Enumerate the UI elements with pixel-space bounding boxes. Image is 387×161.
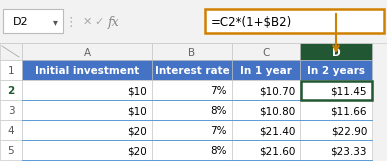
Text: $21.40: $21.40	[259, 126, 295, 136]
Bar	[0, 120, 22, 140]
Text: D2: D2	[13, 17, 29, 27]
Text: ▾: ▾	[53, 17, 57, 27]
Bar	[0, 0, 387, 43]
Bar	[22, 60, 152, 80]
Bar	[0, 140, 22, 160]
Bar	[0, 43, 22, 60]
Bar	[205, 9, 384, 33]
Bar	[3, 9, 63, 33]
Bar	[232, 80, 300, 100]
Text: ✓: ✓	[94, 17, 104, 27]
Bar	[152, 120, 232, 140]
Text: $23.33: $23.33	[330, 146, 367, 156]
Bar	[152, 80, 232, 100]
Text: 7%: 7%	[211, 126, 227, 136]
Text: In 1 year: In 1 year	[240, 66, 292, 76]
Bar	[152, 43, 232, 60]
Bar	[300, 80, 372, 100]
Text: C: C	[262, 47, 270, 57]
Bar	[300, 140, 372, 160]
Text: ✕: ✕	[82, 17, 92, 27]
Text: D: D	[332, 47, 340, 57]
Text: $20: $20	[127, 126, 147, 136]
Text: $10.70: $10.70	[259, 86, 295, 96]
Text: 8%: 8%	[211, 106, 227, 116]
Bar	[232, 100, 300, 120]
Bar	[152, 100, 232, 120]
Text: $11.45: $11.45	[330, 86, 367, 96]
Bar	[300, 60, 372, 80]
Bar	[0, 100, 22, 120]
Text: Interest rate: Interest rate	[155, 66, 229, 76]
Bar	[22, 80, 152, 100]
Text: 8%: 8%	[211, 146, 227, 156]
Bar	[0, 80, 22, 100]
Text: 7%: 7%	[211, 86, 227, 96]
Bar	[232, 60, 300, 80]
Text: $11.66: $11.66	[330, 106, 367, 116]
Bar	[22, 43, 152, 60]
Text: In 2 years: In 2 years	[307, 66, 365, 76]
Text: $22.90: $22.90	[330, 126, 367, 136]
Text: =C2*(1+$B2): =C2*(1+$B2)	[211, 15, 292, 28]
Text: $10.80: $10.80	[259, 106, 295, 116]
Text: ⋮: ⋮	[65, 15, 77, 28]
Text: $10: $10	[127, 86, 147, 96]
Bar	[300, 120, 372, 140]
Text: $20: $20	[127, 146, 147, 156]
Text: 2: 2	[7, 86, 15, 96]
Bar	[232, 120, 300, 140]
Text: Initial investment: Initial investment	[35, 66, 139, 76]
Bar	[22, 100, 152, 120]
Text: 3: 3	[8, 106, 14, 116]
Text: $21.60: $21.60	[259, 146, 295, 156]
Text: A: A	[84, 47, 91, 57]
Bar	[0, 60, 22, 80]
Text: 1: 1	[8, 66, 14, 76]
Text: 5: 5	[8, 146, 14, 156]
Bar	[300, 80, 372, 99]
Bar	[300, 43, 372, 60]
Bar	[232, 140, 300, 160]
Bar	[232, 43, 300, 60]
Bar	[22, 120, 152, 140]
Text: B: B	[188, 47, 195, 57]
Text: 4: 4	[8, 126, 14, 136]
Bar	[300, 100, 372, 120]
Bar	[152, 140, 232, 160]
Bar	[22, 140, 152, 160]
Text: $10: $10	[127, 106, 147, 116]
Text: fx: fx	[108, 15, 120, 28]
Bar	[152, 60, 232, 80]
